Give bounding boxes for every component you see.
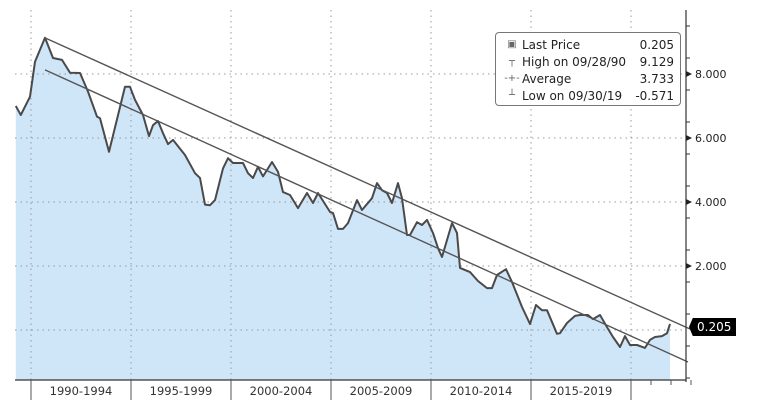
legend-item-high: ┬ High on 09/28/90 9.129 (502, 53, 674, 70)
x-tick-label: 2010-2014 (450, 384, 513, 398)
y-tick-label: 2.000 (695, 260, 727, 273)
x-tick-label: 2015-2019 (550, 384, 613, 398)
x-tick-label: 1990-1994 (50, 384, 113, 398)
x-tick-label: 1995-1999 (150, 384, 213, 398)
legend: ▣ Last Price 0.205 ┬ High on 09/28/90 9.… (495, 32, 681, 106)
y-tick-marker (686, 199, 692, 205)
price-area-fill (15, 37, 671, 381)
x-tick-label: 2005-2009 (350, 384, 413, 398)
low-marker-icon: ┴ (508, 90, 516, 101)
y-tick-marker (686, 135, 692, 141)
legend-item-average: -+- Average 3.733 (502, 70, 674, 87)
y-tick-marker (686, 71, 692, 77)
lower-trend-line (44, 69, 689, 363)
x-tick-label: 2000-2004 (250, 384, 313, 398)
legend-item-last-price: ▣ Last Price 0.205 (502, 36, 674, 53)
upper-trend-line (44, 37, 691, 330)
last-price-label: 0.205 (689, 318, 737, 336)
y-tick-marker (686, 263, 692, 269)
y-tick-label: 6.000 (695, 132, 727, 145)
price-line (14, 36, 671, 349)
high-marker-icon: ┬ (508, 56, 516, 67)
legend-item-low: ┴ Low on 09/30/19 -0.571 (502, 87, 674, 104)
y-tick-label: 8.000 (695, 68, 727, 81)
y-tick-label: 4.000 (695, 196, 727, 209)
average-marker-icon: -+- (504, 73, 520, 84)
filled-square-icon: ▣ (507, 39, 517, 50)
